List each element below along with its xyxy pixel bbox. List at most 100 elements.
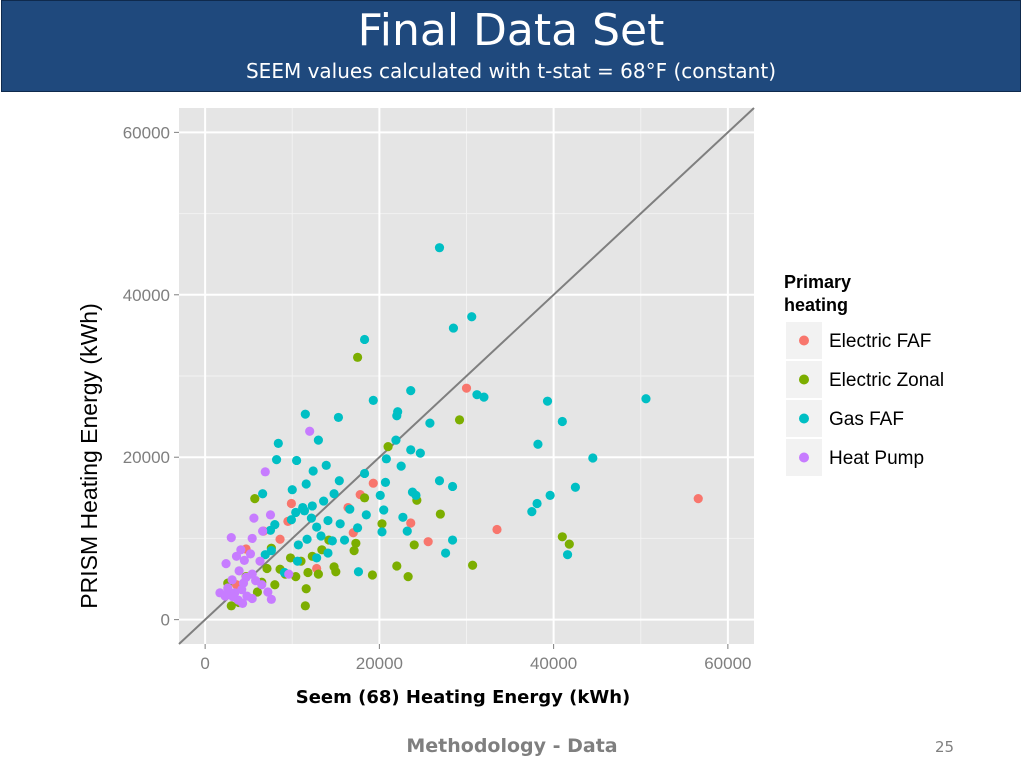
point-gas-faf	[312, 522, 322, 532]
point-gas-faf	[292, 556, 303, 566]
point-electric-faf	[406, 518, 416, 528]
point-gas-faf	[300, 409, 310, 419]
point-heat-pump	[245, 549, 256, 559]
point-gas-faf	[379, 505, 389, 515]
legend-swatch-electric-zonal	[799, 374, 809, 385]
point-heat-pump	[237, 598, 248, 608]
point-gas-faf	[301, 479, 311, 489]
point-gas-faf	[406, 386, 416, 396]
point-heat-pump	[231, 551, 242, 561]
point-gas-faf	[479, 392, 489, 402]
point-electric-faf	[492, 524, 502, 535]
legend-swatch-gas-faf	[799, 413, 809, 424]
point-electric-zonal	[252, 587, 263, 597]
point-electric-zonal	[467, 560, 478, 570]
point-gas-faf	[333, 412, 344, 423]
point-gas-faf	[273, 438, 283, 449]
point-electric-zonal	[291, 571, 301, 582]
point-heat-pump	[247, 533, 257, 544]
point-heat-pump	[255, 556, 265, 566]
point-gas-faf	[308, 466, 318, 476]
point-electric-zonal	[352, 352, 363, 362]
point-gas-faf	[368, 395, 378, 405]
point-heat-pump	[251, 576, 261, 586]
legend-label-electric-zonal: Electric Zonal	[829, 370, 944, 391]
point-gas-faf	[398, 512, 408, 522]
legend-swatch-heat-pump	[799, 452, 809, 463]
point-gas-faf	[312, 553, 322, 563]
point-heat-pump	[266, 594, 276, 604]
point-heat-pump	[265, 510, 276, 520]
point-gas-faf	[447, 535, 458, 545]
point-gas-faf	[440, 548, 451, 558]
point-gas-faf	[286, 515, 296, 525]
point-heat-pump	[260, 467, 270, 477]
point-heat-pump	[247, 593, 257, 604]
point-gas-faf	[339, 535, 350, 545]
point-gas-faf	[291, 507, 301, 518]
point-electric-zonal	[377, 519, 387, 529]
point-heat-pump	[239, 555, 249, 565]
point-electric-zonal	[313, 569, 323, 579]
legend: Primary heating Electric FAF Electric Zon…	[784, 272, 944, 476]
point-gas-faf	[411, 490, 421, 500]
legend-label-heat-pump: Heat Pump	[829, 448, 924, 469]
point-electric-zonal	[435, 509, 445, 519]
point-electric-zonal	[301, 584, 311, 594]
point-gas-faf	[391, 435, 401, 445]
point-gas-faf	[292, 455, 302, 466]
data-points	[215, 243, 703, 611]
point-heat-pump	[220, 591, 230, 601]
point-gas-faf	[434, 476, 445, 486]
point-gas-faf	[425, 418, 435, 428]
point-gas-faf	[258, 489, 268, 499]
point-electric-zonal	[392, 561, 402, 571]
point-gas-faf	[323, 515, 333, 526]
point-electric-faf	[461, 383, 472, 393]
point-gas-faf	[316, 531, 326, 541]
point-gas-faf	[319, 496, 329, 506]
point-gas-faf	[293, 540, 303, 550]
point-electric-zonal	[564, 539, 574, 549]
point-gas-faf	[323, 548, 333, 558]
point-heat-pump	[258, 526, 268, 536]
legend-label-gas-faf: Gas FAF	[829, 409, 904, 430]
point-gas-faf	[406, 445, 416, 455]
point-heat-pump	[236, 545, 246, 555]
reference-line	[178, 107, 755, 645]
point-heat-pump	[221, 559, 231, 569]
point-heat-pump	[249, 513, 259, 523]
point-gas-faf	[570, 482, 581, 492]
point-electric-zonal	[383, 442, 393, 452]
point-electric-zonal	[226, 601, 236, 611]
point-gas-faf	[557, 416, 567, 427]
point-gas-faf	[265, 525, 276, 535]
point-electric-zonal	[329, 562, 339, 572]
point-gas-faf	[375, 490, 385, 500]
point-gas-faf	[329, 489, 339, 499]
point-gas-faf	[542, 396, 553, 406]
point-electric-zonal	[270, 580, 280, 590]
point-electric-zonal	[250, 494, 260, 504]
point-heat-pump	[227, 575, 237, 585]
point-gas-faf	[380, 477, 391, 487]
y-axis-label: PRISM Heating Energy (kWh)	[76, 303, 102, 608]
point-gas-faf	[306, 513, 317, 523]
legend-swatch-electric-faf	[799, 335, 809, 346]
point-gas-faf	[472, 390, 482, 400]
point-heat-pump	[305, 426, 315, 436]
x-tick-label: 0	[200, 654, 209, 673]
point-electric-zonal	[300, 601, 310, 611]
point-electric-faf	[368, 478, 378, 488]
grid-lines	[179, 108, 754, 644]
point-gas-faf	[359, 334, 370, 345]
point-electric-zonal	[367, 570, 378, 580]
point-gas-faf	[447, 481, 458, 492]
point-gas-faf	[434, 243, 445, 253]
slide-header: Final Data Set SEEM values calculated wi…	[1, 0, 1021, 92]
point-electric-zonal	[409, 540, 419, 550]
page-number: 25	[935, 738, 955, 756]
point-heat-pump	[284, 569, 294, 579]
y-tick-label: 60000	[123, 123, 170, 142]
x-tick-label: 20000	[356, 654, 403, 673]
